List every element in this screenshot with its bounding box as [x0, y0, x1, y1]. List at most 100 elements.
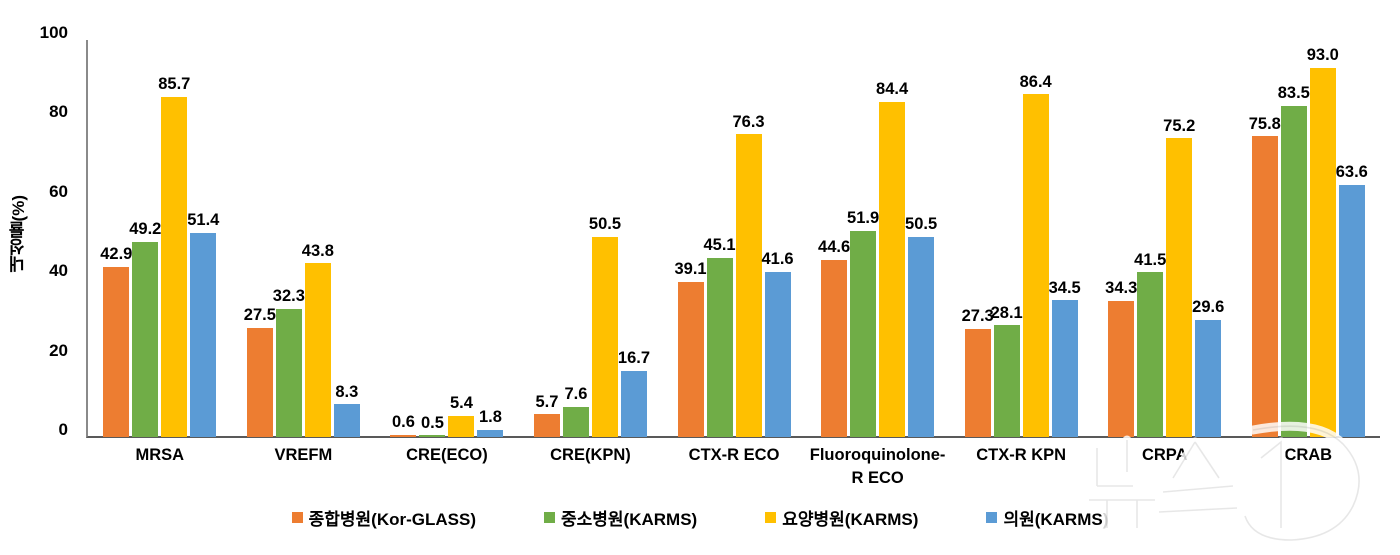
x-axis-tick: CTX-R ECO: [688, 446, 780, 464]
bar[interactable]: [735, 134, 762, 437]
bar-item[interactable]: 27.5: [244, 40, 276, 437]
bar-item[interactable]: 28.1: [990, 40, 1023, 437]
bar-item[interactable]: 0.6: [390, 40, 417, 437]
bar-item[interactable]: 75.2: [1163, 40, 1196, 437]
bar[interactable]: [677, 281, 704, 437]
bar[interactable]: [879, 101, 906, 437]
bar-item[interactable]: 1.8: [477, 40, 504, 437]
bar[interactable]: [850, 230, 877, 437]
legend-item[interactable]: 종합병원(Kor-GLASS): [291, 505, 476, 530]
bar[interactable]: [1137, 272, 1164, 437]
bar-item[interactable]: 85.7: [158, 40, 190, 437]
bar[interactable]: [993, 325, 1020, 437]
bar[interactable]: [246, 327, 273, 437]
y-axis-tick: 100: [39, 23, 68, 42]
bar-group: 0.6 0.5 5.4 1.8: [375, 40, 519, 437]
bar[interactable]: [333, 404, 360, 437]
bar-item[interactable]: 50.5: [905, 40, 937, 437]
bar-item[interactable]: 75.8: [1249, 40, 1281, 437]
legend-label: 종합병원(Kor-GLASS): [308, 510, 476, 529]
legend-item[interactable]: 중소병원(KARMS): [544, 505, 697, 530]
bar[interactable]: [908, 236, 935, 437]
bar-item[interactable]: 8.3: [333, 40, 360, 437]
bar-item[interactable]: 42.9: [100, 40, 132, 437]
legend-item[interactable]: 의원(KARMS): [986, 505, 1108, 530]
bar[interactable]: [304, 263, 331, 437]
x-axis-tick: MRSA: [135, 446, 185, 464]
bar-item[interactable]: 34.3: [1105, 40, 1137, 437]
bar[interactable]: [1051, 300, 1078, 437]
bar-value-label: 27.3: [961, 307, 994, 326]
bar-item[interactable]: 51.4: [187, 40, 219, 437]
bar[interactable]: [103, 266, 130, 437]
bar[interactable]: [161, 96, 188, 437]
bar[interactable]: [132, 241, 159, 437]
bar[interactable]: [1166, 138, 1193, 437]
bar[interactable]: [533, 414, 560, 437]
bar-item[interactable]: 63.6: [1335, 40, 1368, 437]
bar-item[interactable]: 93.0: [1306, 40, 1339, 437]
bar-value-label: 93.0: [1306, 46, 1339, 65]
legend-item[interactable]: 요양병원(KARMS): [765, 505, 918, 530]
bar-value-label: 83.5: [1277, 84, 1310, 103]
bar-item[interactable]: 43.8: [301, 40, 334, 437]
bar[interactable]: [764, 271, 791, 437]
bar-item[interactable]: 29.6: [1192, 40, 1225, 437]
bar[interactable]: [448, 415, 475, 437]
bar-group: 27.3 28.1 86.4 34.5: [949, 40, 1093, 437]
bar[interactable]: [275, 308, 302, 437]
y-axis-tick: 20: [49, 340, 68, 360]
y-axis-tick: 40: [49, 261, 68, 281]
bar-value-label: 75.2: [1163, 116, 1196, 135]
bar-item[interactable]: 86.4: [1020, 40, 1052, 437]
bar-item[interactable]: 5.7: [533, 40, 560, 437]
bar-item[interactable]: 32.3: [272, 40, 305, 437]
bar[interactable]: [591, 236, 618, 437]
bar[interactable]: [821, 259, 848, 437]
x-axis-tick: CRE(KPN): [550, 446, 631, 464]
bar[interactable]: [964, 328, 991, 437]
bar[interactable]: [1022, 94, 1049, 437]
bar-item[interactable]: 49.2: [129, 40, 161, 437]
bar[interactable]: [1195, 319, 1222, 437]
bar[interactable]: [1309, 67, 1336, 437]
bar[interactable]: [1251, 136, 1278, 437]
bar-item[interactable]: 34.5: [1049, 40, 1081, 437]
bar-item[interactable]: 5.4: [448, 40, 475, 437]
bar[interactable]: [477, 429, 504, 437]
bar-value-label: 28.1: [990, 303, 1023, 322]
y-axis-tick: 60: [49, 181, 68, 201]
bar[interactable]: [620, 370, 647, 437]
legend-swatch-icon: [544, 512, 555, 523]
bar-item[interactable]: 16.7: [618, 40, 650, 437]
bar[interactable]: [1108, 300, 1135, 437]
bar[interactable]: [562, 406, 589, 437]
bar-value-label: 63.6: [1335, 163, 1368, 182]
bar-item[interactable]: 39.1: [674, 40, 707, 437]
bar[interactable]: [419, 435, 446, 437]
bar-item[interactable]: 41.5: [1134, 40, 1166, 437]
bar-item[interactable]: 45.1: [703, 40, 736, 437]
x-axis-tick: CRPA: [1141, 446, 1188, 464]
bar-item[interactable]: 27.3: [961, 40, 994, 437]
bar-item[interactable]: 51.9: [847, 40, 879, 437]
bar[interactable]: [390, 434, 417, 437]
bar-value-label: 29.6: [1192, 298, 1225, 316]
bar-item[interactable]: 76.3: [732, 40, 765, 437]
bar-groups: 42.9 49.2 85.7 51.4 27.5 32.3 43.8 8.3 0.6 0.5 5.4…: [88, 40, 1380, 437]
bar-item[interactable]: 7.6: [562, 40, 589, 437]
bar-value-label: 32.3: [272, 287, 305, 306]
bar[interactable]: [190, 232, 217, 437]
bar-value-label: 8.3: [335, 382, 359, 401]
bar-item[interactable]: 0.5: [419, 40, 446, 437]
bar-item[interactable]: 50.5: [589, 40, 621, 437]
bar-item[interactable]: 44.6: [818, 40, 850, 437]
bar-group: 34.3 41.5 75.2 29.6: [1093, 40, 1237, 437]
bar[interactable]: [706, 257, 733, 437]
bar[interactable]: [1280, 105, 1307, 437]
bar[interactable]: [1338, 184, 1365, 437]
bar-item[interactable]: 83.5: [1277, 40, 1310, 437]
bar-item[interactable]: 84.4: [876, 40, 908, 437]
bar-item[interactable]: 41.6: [761, 40, 794, 437]
bar-value-label: 43.8: [301, 241, 334, 260]
